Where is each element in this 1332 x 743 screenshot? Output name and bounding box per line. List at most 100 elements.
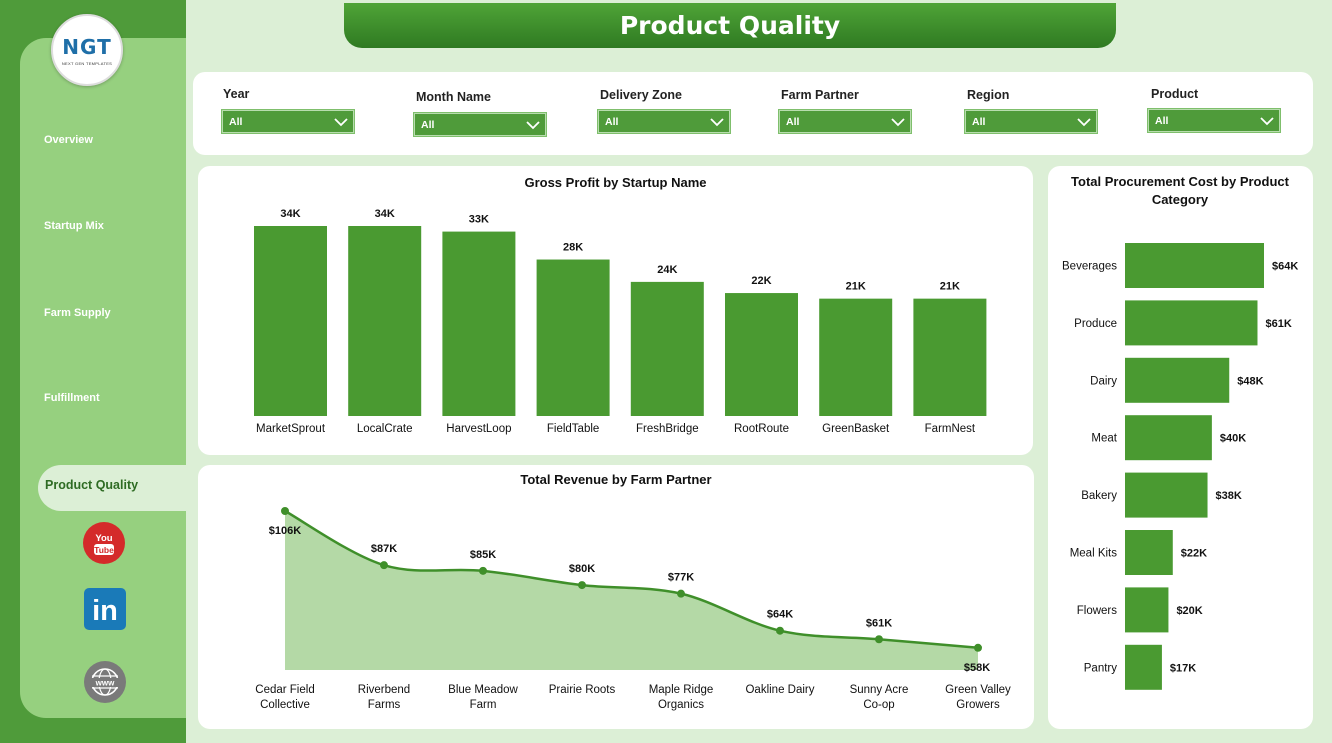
point-data-label: $64K	[767, 609, 793, 621]
y-tick-label: Meat	[1091, 433, 1117, 445]
bar	[1125, 300, 1258, 346]
chevron-down-icon	[1077, 117, 1091, 126]
bar-data-label: 22K	[751, 275, 771, 287]
bar-data-label: 28K	[563, 242, 583, 254]
product-dropdown[interactable]: All	[1147, 108, 1281, 133]
sidebar-item-startup-mix[interactable]: Startup Mix	[44, 220, 104, 232]
x-tick-label: Riverbend	[358, 684, 410, 696]
bar-data-label: 33K	[469, 214, 489, 226]
page-title-bar: Product Quality	[344, 3, 1116, 48]
x-tick-label: Growers	[956, 699, 1000, 711]
bar	[254, 226, 327, 416]
bar-data-label: $61K	[1265, 318, 1291, 330]
page-title: Product Quality	[619, 11, 841, 40]
bar	[348, 226, 422, 416]
bar	[1125, 587, 1169, 633]
bar	[1125, 243, 1264, 288]
y-tick-label: Bakery	[1081, 490, 1117, 502]
revenue-title: Total Revenue by Farm Partner	[520, 472, 712, 487]
point-data-label: $61K	[866, 617, 892, 629]
web-icon[interactable]: www	[84, 661, 126, 703]
area-fill	[285, 511, 978, 670]
x-tick-label: MarketSprout	[256, 423, 326, 435]
x-tick-label: Blue Meadow	[448, 684, 518, 696]
procurement-title: Total Procurement Cost by Product	[1071, 174, 1290, 189]
point-data-label: $77K	[668, 572, 694, 584]
svg-text:Tube: Tube	[94, 545, 114, 555]
filter-label-year: Year	[223, 87, 250, 101]
chevron-down-icon	[710, 117, 724, 126]
bar-data-label: 21K	[940, 281, 960, 293]
x-tick-label: Co-op	[863, 699, 894, 711]
month-name-dropdown[interactable]: All	[413, 112, 547, 137]
svg-text:www: www	[95, 679, 115, 688]
x-tick-label: Collective	[260, 699, 310, 711]
chevron-down-icon	[1260, 116, 1274, 125]
procurement-card: Total Procurement Cost by Product Categor…	[1048, 166, 1313, 729]
x-tick-label: FarmNest	[925, 423, 976, 435]
sidebar-item-product-quality[interactable]: Product Quality	[45, 478, 139, 492]
region-dropdown[interactable]: All	[964, 109, 1098, 134]
bar-data-label: 21K	[846, 281, 866, 293]
bar	[536, 259, 610, 416]
sidebar: NGT NEXT GEN TEMPLATES Overview Startup …	[0, 0, 186, 743]
gross-profit-chart: 34K MarketSprout 34K LocalCrate 33K HarvestLo…	[254, 208, 987, 435]
bar-data-label: $17K	[1170, 662, 1196, 674]
bar-data-label: 34K	[280, 208, 300, 220]
logo: NGT NEXT GEN TEMPLATES	[51, 14, 123, 86]
bar	[1125, 415, 1212, 461]
point-data-label: $80K	[569, 563, 595, 575]
youtube-icon[interactable]: You Tube	[83, 522, 125, 564]
x-tick-label: Farms	[368, 699, 401, 711]
point-data-label: $58K	[964, 662, 990, 674]
x-tick-label: Farm	[470, 699, 497, 711]
sidebar-active-highlight	[38, 465, 186, 511]
point-data-label: $87K	[371, 543, 397, 555]
sidebar-item-fulfillment[interactable]: Fulfillment	[44, 392, 100, 404]
bar-data-label: $20K	[1176, 605, 1202, 617]
x-tick-label: Prairie Roots	[549, 684, 616, 696]
sidebar-item-farm-supply[interactable]: Farm Supply	[44, 307, 111, 319]
chevron-down-icon	[334, 117, 348, 126]
series-line	[284, 509, 979, 650]
bar	[1125, 357, 1230, 403]
data-point	[974, 643, 982, 652]
bar	[1125, 644, 1162, 690]
data-point	[578, 581, 586, 590]
linkedin-icon[interactable]: in	[84, 588, 126, 630]
bar-data-label: $22K	[1181, 548, 1207, 560]
bar-data-label: $38K	[1216, 490, 1242, 502]
y-tick-label: Meal Kits	[1070, 548, 1118, 560]
filter-label-farm-partner: Farm Partner	[781, 88, 859, 102]
logo-letters: NGT	[62, 34, 112, 59]
filter-label-product: Product	[1151, 87, 1199, 101]
data-point	[875, 635, 883, 644]
bar-data-label: $64K	[1272, 261, 1298, 273]
svg-text:You: You	[95, 533, 112, 544]
filter-label-month: Month Name	[416, 90, 491, 104]
data-point	[281, 507, 289, 515]
y-tick-label: Pantry	[1084, 662, 1117, 674]
svg-text:in: in	[92, 595, 118, 627]
point-data-label: $106K	[269, 525, 301, 537]
revenue-card: Total Revenue by Farm Partner $106K Cedar…	[198, 465, 1034, 729]
delivery-zone-dropdown[interactable]: All	[597, 109, 731, 134]
y-tick-label: Dairy	[1090, 375, 1117, 387]
x-tick-label: Organics	[658, 699, 704, 711]
y-tick-label: Produce	[1074, 318, 1117, 330]
month-name-value: All	[421, 118, 435, 131]
farm-partner-dropdown[interactable]: All	[778, 109, 912, 134]
year-dropdown[interactable]: All	[221, 109, 355, 134]
bar	[913, 298, 987, 416]
bar	[1125, 530, 1173, 575]
x-tick-label: GreenBasket	[822, 423, 890, 435]
chevron-down-icon	[891, 117, 905, 126]
y-tick-label: Beverages	[1062, 261, 1117, 273]
sidebar-item-overview[interactable]: Overview	[44, 134, 93, 146]
point-data-label: $85K	[470, 549, 496, 561]
bar-data-label: 24K	[657, 264, 677, 276]
y-tick-label: Flowers	[1077, 605, 1118, 617]
bar	[725, 293, 798, 416]
data-point	[380, 561, 388, 570]
product-value: All	[1155, 114, 1169, 127]
